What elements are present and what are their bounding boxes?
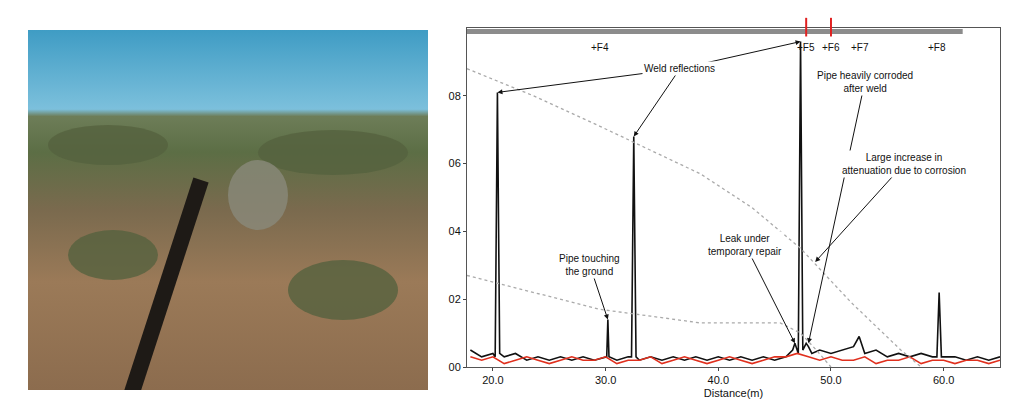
svg-text:Weld reflections: Weld reflections bbox=[644, 63, 715, 74]
svg-text:00: 00 bbox=[449, 361, 461, 373]
svg-text:50.0: 50.0 bbox=[820, 374, 841, 386]
svg-text:+F8: +F8 bbox=[928, 42, 946, 53]
svg-text:+F6: +F6 bbox=[822, 42, 840, 53]
svg-text:60.0: 60.0 bbox=[933, 374, 954, 386]
svg-text:+F4: +F4 bbox=[591, 42, 609, 53]
svg-text:Large increase inattenuation d: Large increase inattenuation due to corr… bbox=[842, 152, 966, 176]
svg-text:+F7: +F7 bbox=[851, 42, 869, 53]
svg-text:04: 04 bbox=[449, 225, 461, 237]
svg-text:Leak undertemporary repair: Leak undertemporary repair bbox=[708, 233, 782, 257]
svg-text:Distance(m): Distance(m) bbox=[704, 387, 763, 399]
svg-text:40.0: 40.0 bbox=[708, 374, 729, 386]
svg-text:06: 06 bbox=[449, 157, 461, 169]
svg-text:Pipe touchingthe ground: Pipe touchingthe ground bbox=[559, 253, 620, 277]
svg-text:30.0: 30.0 bbox=[595, 374, 616, 386]
svg-text:20.0: 20.0 bbox=[482, 374, 503, 386]
svg-text:02: 02 bbox=[449, 293, 461, 305]
svg-text:08: 08 bbox=[449, 90, 461, 102]
svg-text:Pipe heavily corrodedafter wel: Pipe heavily corrodedafter weld bbox=[817, 70, 913, 94]
svg-text:+F5: +F5 bbox=[797, 42, 815, 53]
